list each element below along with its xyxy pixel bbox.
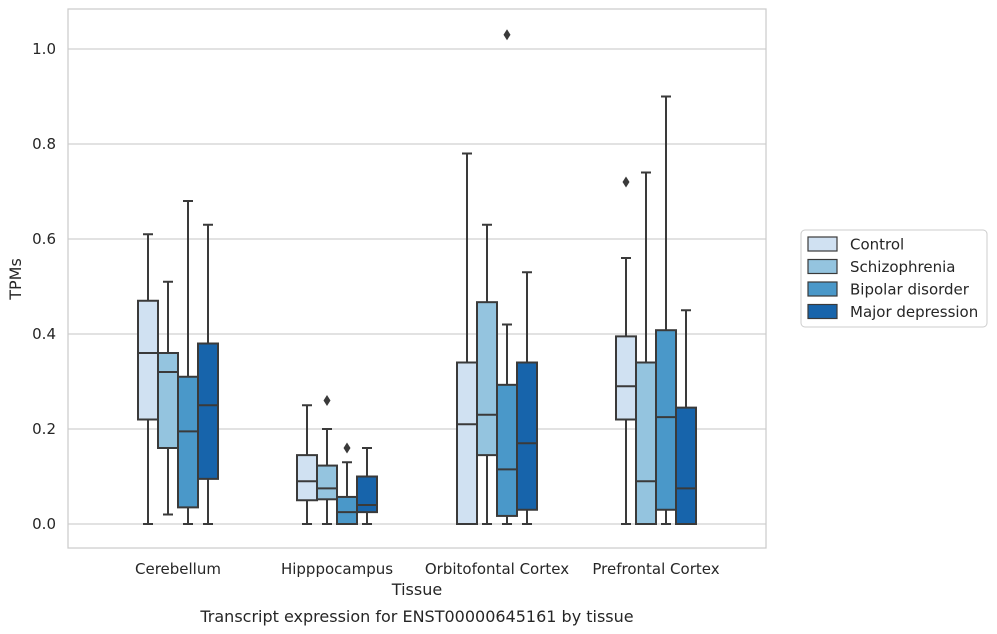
y-tick-label: 0.2 xyxy=(32,420,56,438)
box-iqr xyxy=(197,342,219,480)
box-schizophrenia xyxy=(157,280,179,516)
box-control xyxy=(615,176,637,525)
legend-label: Bipolar disorder xyxy=(850,281,970,299)
legend-frame xyxy=(800,229,988,328)
box-iqr xyxy=(356,475,378,514)
legend-swatch xyxy=(807,303,838,320)
box-control xyxy=(456,152,478,525)
box-control xyxy=(137,233,159,525)
x-axis-ticks: Cerebellum Hipppocampus Orbitofontal Corte… xyxy=(135,560,720,578)
box-bipolar-disorder xyxy=(496,29,518,525)
box-iqr xyxy=(516,361,538,511)
box-schizophrenia xyxy=(476,223,498,525)
box-iqr xyxy=(157,352,179,449)
x-axis-label: Tissue xyxy=(391,580,442,599)
box-control xyxy=(296,404,318,525)
y-tick-label: 0.6 xyxy=(32,230,56,248)
box-bipolar-disorder xyxy=(177,200,199,525)
x-tick-label: Cerebellum xyxy=(135,560,221,578)
box-iqr xyxy=(137,299,159,421)
box-iqr xyxy=(336,495,358,525)
y-axis-ticks: 0.0 0.2 0.4 0.6 0.8 1.0 xyxy=(32,40,56,533)
outlier-point xyxy=(503,29,511,41)
legend-label: Control xyxy=(850,236,904,254)
legend-label: Schizophrenia xyxy=(850,258,955,276)
box-iqr xyxy=(635,361,657,525)
box-bipolar-disorder xyxy=(336,442,358,525)
box-iqr xyxy=(296,454,318,502)
legend: Control Schizophrenia Bipolar disorder Majo… xyxy=(800,229,988,328)
box-major-depression xyxy=(516,271,538,525)
x-tick-label: Prefrontal Cortex xyxy=(592,560,719,578)
outlier-point xyxy=(343,442,351,454)
y-tick-label: 0.4 xyxy=(32,325,56,343)
box-iqr xyxy=(456,361,478,525)
y-axis-label: TPMs xyxy=(6,258,25,301)
figure-caption: Transcript expression for ENST0000064516… xyxy=(199,607,633,626)
y-tick-label: 0.0 xyxy=(32,515,56,533)
box-iqr xyxy=(177,375,199,509)
box-iqr xyxy=(316,464,338,501)
box-schizophrenia xyxy=(635,171,657,525)
box-schizophrenia xyxy=(316,395,338,525)
box-iqr xyxy=(655,329,677,511)
box-major-depression xyxy=(356,447,378,525)
legend-swatch xyxy=(807,236,838,252)
y-tick-label: 1.0 xyxy=(32,40,56,58)
box-iqr xyxy=(496,383,518,517)
x-tick-label: Hipppocampus xyxy=(281,560,393,578)
outlier-point xyxy=(622,176,630,188)
y-tick-label: 0.8 xyxy=(32,135,56,153)
box-groups xyxy=(137,29,697,525)
plot-frame xyxy=(67,8,767,549)
legend-label: Major depression xyxy=(850,303,978,321)
legend-swatch xyxy=(807,258,838,275)
box-bipolar-disorder xyxy=(655,95,677,525)
outlier-point xyxy=(323,395,331,406)
box-iqr xyxy=(675,406,697,525)
x-tick-label: Orbitofontal Cortex xyxy=(425,560,569,578)
box-iqr xyxy=(615,335,637,421)
legend-swatch xyxy=(807,281,838,297)
box-major-depression xyxy=(675,309,697,525)
box-iqr xyxy=(476,301,498,457)
box-major-depression xyxy=(197,223,219,525)
